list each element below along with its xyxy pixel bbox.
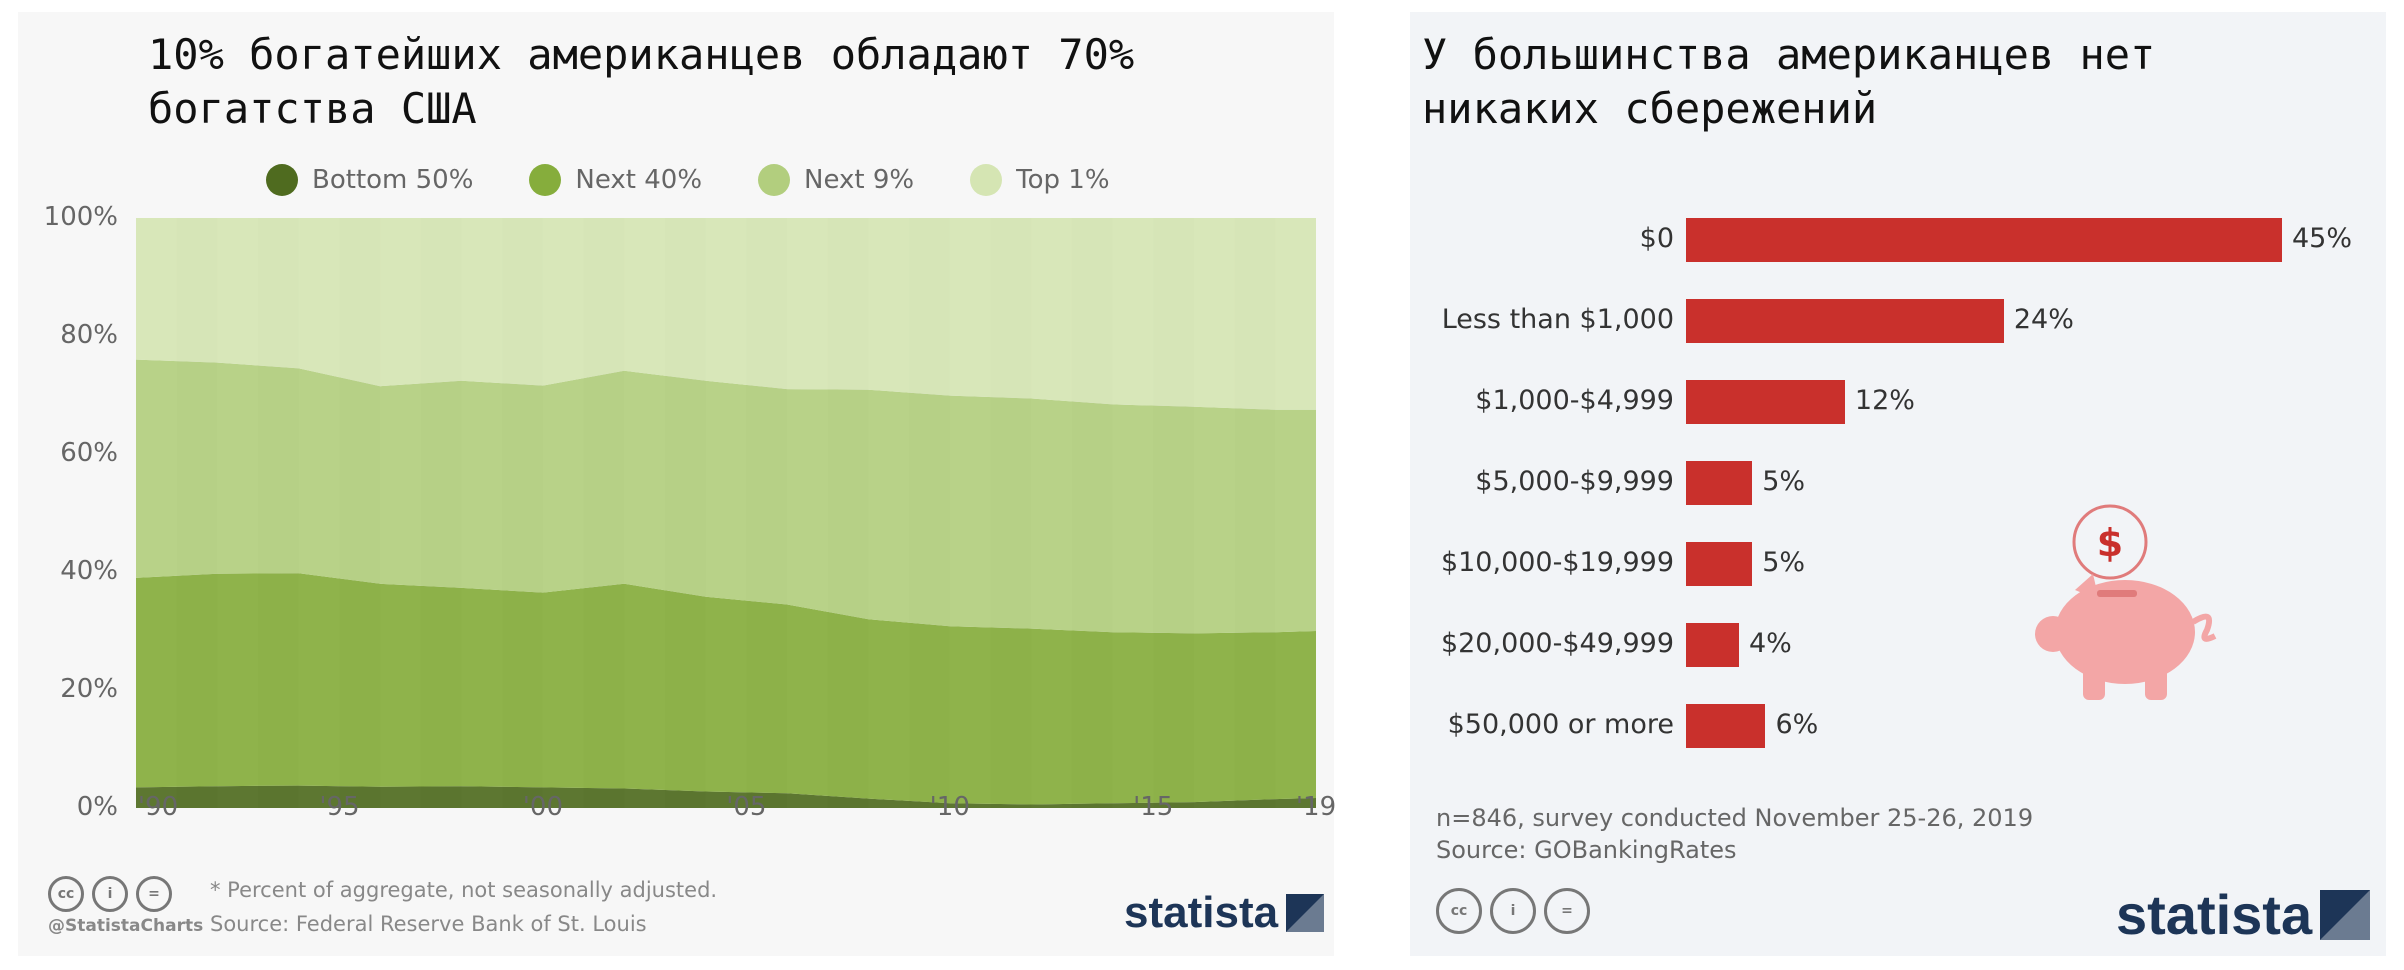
- legend-label: Bottom 50%: [312, 165, 474, 195]
- creative-commons-icon: cc: [1436, 888, 1482, 934]
- legend-swatch: [758, 164, 791, 196]
- area-series-bottom-50-: [136, 785, 1316, 808]
- piggy-bank-icon: $: [2035, 504, 2217, 700]
- wealth-chart-panel: 10% богатейших американцев обладают 70% …: [18, 12, 1337, 956]
- bar: [1686, 623, 1739, 667]
- statista-handle: @StatistaCharts: [48, 916, 204, 936]
- bar-category-label: $50,000 or more: [1447, 709, 1674, 740]
- legend-swatch: [266, 164, 298, 196]
- savings-chart-title: У большинства американцев нет никаких сб…: [1422, 30, 2156, 133]
- legend-item-bottom-50: Bottom 50%: [266, 164, 473, 196]
- legend-label: Top 1%: [1016, 165, 1110, 195]
- area-series-top-1-: [136, 218, 1316, 410]
- y-tick-label: 40%: [60, 556, 118, 586]
- creative-commons-icon: cc: [48, 876, 84, 912]
- statista-mark-icon: [2320, 889, 2371, 940]
- statista-logo: statista: [1124, 888, 1325, 938]
- chart-source: Source: Federal Reserve Bank of St. Loui…: [210, 912, 647, 936]
- x-tick-label: '10: [929, 792, 970, 822]
- bar: [1686, 542, 1753, 586]
- savings-chart-panel: У большинства американцев нет никаких сб…: [1410, 12, 2386, 956]
- bar-category-label: $10,000-$19,999: [1440, 547, 1674, 578]
- bar: [1686, 380, 1845, 424]
- chart-footnote: * Percent of aggregate, not seasonally a…: [210, 878, 718, 902]
- area-series-next-40-: [136, 573, 1316, 805]
- x-tick-label: '90: [137, 792, 179, 822]
- bar-category-label: Less than $1,000: [1441, 304, 1674, 335]
- legend-swatch: [970, 164, 1003, 196]
- bar-value-label: 24%: [2013, 304, 2074, 335]
- license-icons: cc i =: [1436, 888, 1590, 934]
- bar-value-label: 6%: [1775, 709, 1819, 740]
- legend-label: Next 9%: [804, 165, 915, 195]
- x-tick-label: '05: [726, 792, 767, 822]
- bar-category-label: $0: [1639, 223, 1674, 254]
- attribution-icon: i: [92, 876, 128, 912]
- bar: [1686, 704, 1766, 748]
- x-tick-label: '15: [1133, 792, 1174, 822]
- no-derivatives-icon: =: [136, 876, 172, 912]
- x-tick-label: '19: [1295, 792, 1337, 822]
- x-tick-label: '95: [319, 792, 360, 822]
- statista-logo: statista: [2116, 882, 2371, 947]
- no-derivatives-icon: =: [1544, 888, 1590, 934]
- x-tick-label: '00: [522, 792, 564, 822]
- license-icons: cc i =: [48, 876, 172, 912]
- statista-mark-icon: [1286, 894, 1325, 932]
- y-tick-label: 20%: [60, 674, 118, 704]
- bar: [1686, 461, 1753, 505]
- y-tick-label: 60%: [60, 438, 118, 468]
- area-series-next-9-: [136, 359, 1316, 634]
- bar-value-label: 5%: [1762, 547, 1806, 578]
- bar-category-label: $5,000-$9,999: [1475, 466, 1674, 497]
- bar-value-label: 12%: [1854, 385, 1915, 416]
- bar: [1686, 218, 2282, 262]
- wealth-chart-title: 10% богатейших американцев обладают 70% …: [148, 30, 1135, 133]
- legend-item-next-9: Next 9%: [758, 164, 914, 196]
- legend-swatch: [529, 164, 562, 196]
- bar-category-label: $20,000-$49,999: [1440, 628, 1674, 659]
- savings-source: Source: GOBankingRates: [1436, 836, 1737, 864]
- bar-value-label: 5%: [1762, 466, 1806, 497]
- y-tick-label: 100%: [43, 202, 118, 232]
- attribution-icon: i: [1490, 888, 1536, 934]
- svg-text:$: $: [2097, 521, 2123, 565]
- legend-item-next-40: Next 40%: [529, 164, 702, 196]
- bar: [1686, 299, 2004, 343]
- statista-wordmark: statista: [2116, 883, 2313, 946]
- survey-note: n=846, survey conducted November 25-26, …: [1436, 804, 2034, 832]
- legend-label: Next 40%: [575, 165, 703, 195]
- legend-item-top-1: Top 1%: [970, 164, 1110, 196]
- y-tick-label: 80%: [60, 320, 118, 350]
- stacked-area-chart: [136, 218, 1316, 808]
- statista-wordmark: statista: [1124, 888, 1279, 937]
- bar-value-label: 45%: [2292, 223, 2353, 254]
- wealth-legend: Bottom 50% Next 40% Next 9% Top 1%: [266, 164, 1110, 196]
- y-tick-label: 0%: [76, 792, 118, 822]
- bar-value-label: 4%: [1748, 628, 1792, 659]
- bar-category-label: $1,000-$4,999: [1475, 385, 1674, 416]
